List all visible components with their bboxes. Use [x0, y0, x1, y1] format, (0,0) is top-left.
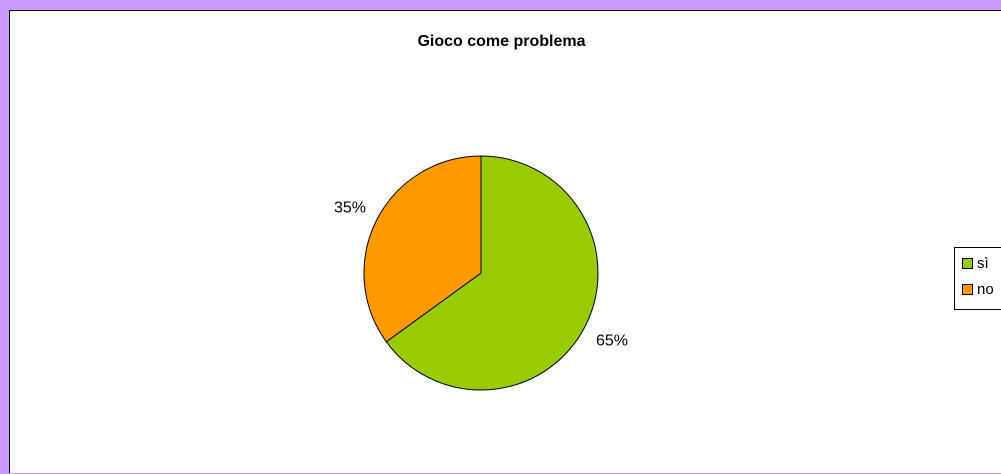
chart-title: Gioco come problema [417, 33, 586, 50]
pie-chart: 65% 35% [334, 155, 628, 391]
chart-area: Gioco come problema 65% 35% sì no [9, 10, 1001, 473]
data-label-2: 35% [334, 199, 366, 216]
legend-item-1: sì [962, 254, 989, 272]
pie-slice-1 [385, 155, 599, 391]
legend-label-1: sì [977, 254, 989, 272]
legend-swatch-2 [962, 283, 973, 295]
legend-label-2: no [977, 280, 994, 298]
pie-slice-2 [363, 155, 482, 343]
legend-item-2: no [962, 280, 994, 298]
data-label-1: 65% [596, 333, 628, 350]
chart-legend: sì no [954, 247, 1001, 310]
legend-swatch-1 [962, 257, 973, 269]
